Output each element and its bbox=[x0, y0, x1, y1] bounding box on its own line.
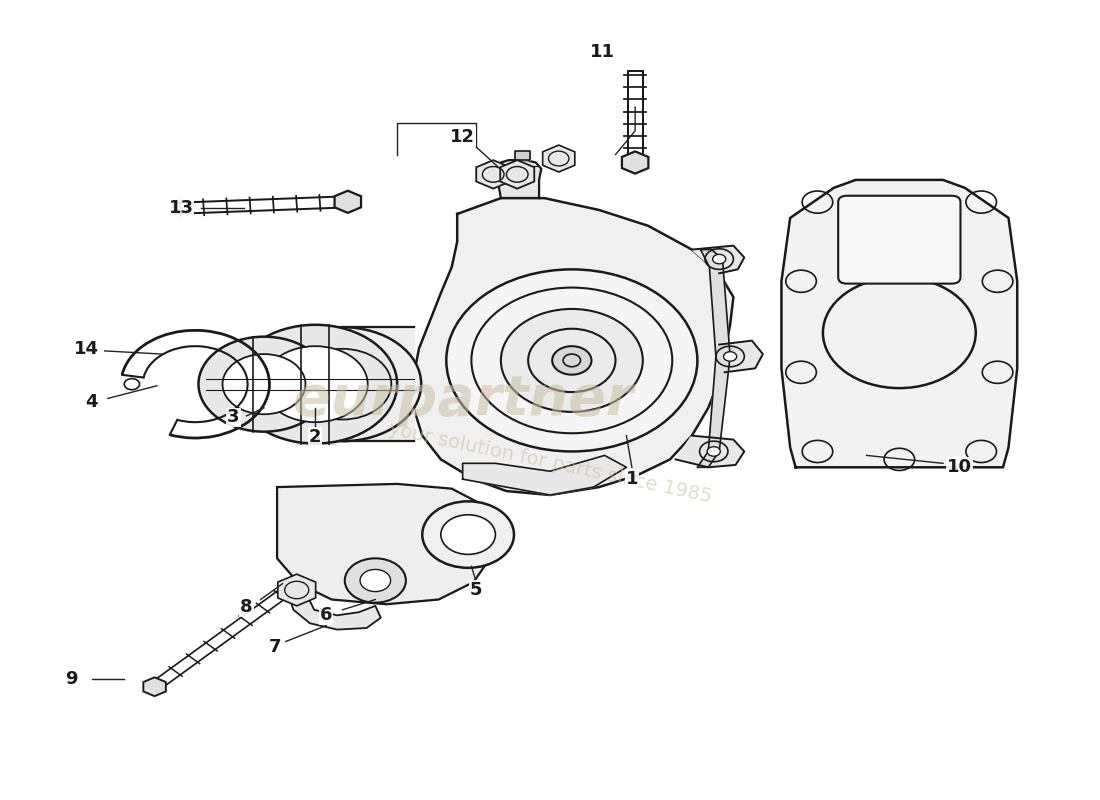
Text: 4: 4 bbox=[86, 393, 98, 410]
FancyBboxPatch shape bbox=[838, 196, 960, 284]
Text: 3: 3 bbox=[228, 409, 240, 426]
Polygon shape bbox=[697, 250, 730, 467]
Text: 12: 12 bbox=[450, 128, 475, 146]
Polygon shape bbox=[342, 327, 414, 441]
Circle shape bbox=[233, 325, 397, 443]
Circle shape bbox=[713, 254, 726, 264]
Circle shape bbox=[447, 270, 697, 451]
Polygon shape bbox=[692, 246, 745, 274]
Circle shape bbox=[360, 570, 390, 591]
Circle shape bbox=[552, 346, 592, 374]
Text: 8: 8 bbox=[240, 598, 253, 617]
Polygon shape bbox=[515, 150, 530, 160]
Text: eurpartner: eurpartner bbox=[293, 373, 632, 427]
Text: 13: 13 bbox=[168, 199, 194, 218]
Polygon shape bbox=[173, 196, 349, 214]
Polygon shape bbox=[143, 678, 166, 696]
Polygon shape bbox=[288, 582, 381, 630]
Circle shape bbox=[344, 558, 406, 602]
Text: 6: 6 bbox=[320, 606, 332, 624]
Polygon shape bbox=[495, 160, 541, 198]
Circle shape bbox=[124, 378, 140, 390]
Circle shape bbox=[264, 327, 421, 441]
Circle shape bbox=[263, 346, 367, 422]
Circle shape bbox=[724, 352, 737, 362]
Polygon shape bbox=[621, 151, 648, 174]
Circle shape bbox=[222, 354, 306, 414]
Polygon shape bbox=[476, 160, 510, 189]
Text: 11: 11 bbox=[590, 42, 615, 61]
Text: 10: 10 bbox=[947, 458, 972, 476]
Text: 2: 2 bbox=[309, 428, 321, 446]
Polygon shape bbox=[296, 325, 334, 443]
Polygon shape bbox=[334, 190, 361, 213]
Circle shape bbox=[707, 446, 721, 456]
Text: 14: 14 bbox=[74, 339, 99, 358]
Polygon shape bbox=[277, 484, 493, 604]
Circle shape bbox=[198, 337, 330, 432]
Polygon shape bbox=[675, 436, 745, 467]
Circle shape bbox=[500, 309, 642, 412]
Text: your solution for parts since 1985: your solution for parts since 1985 bbox=[387, 420, 713, 507]
Polygon shape bbox=[500, 160, 535, 189]
Polygon shape bbox=[542, 145, 575, 172]
Text: 5: 5 bbox=[470, 581, 482, 599]
Polygon shape bbox=[781, 180, 1018, 467]
Text: 1: 1 bbox=[626, 470, 638, 488]
Polygon shape bbox=[463, 455, 626, 495]
Polygon shape bbox=[719, 341, 763, 372]
Circle shape bbox=[422, 502, 514, 568]
Polygon shape bbox=[627, 71, 642, 162]
Polygon shape bbox=[414, 198, 734, 495]
Polygon shape bbox=[278, 574, 316, 606]
Text: 9: 9 bbox=[66, 670, 78, 688]
Circle shape bbox=[441, 514, 495, 554]
Text: 7: 7 bbox=[268, 638, 282, 656]
Polygon shape bbox=[150, 588, 290, 690]
